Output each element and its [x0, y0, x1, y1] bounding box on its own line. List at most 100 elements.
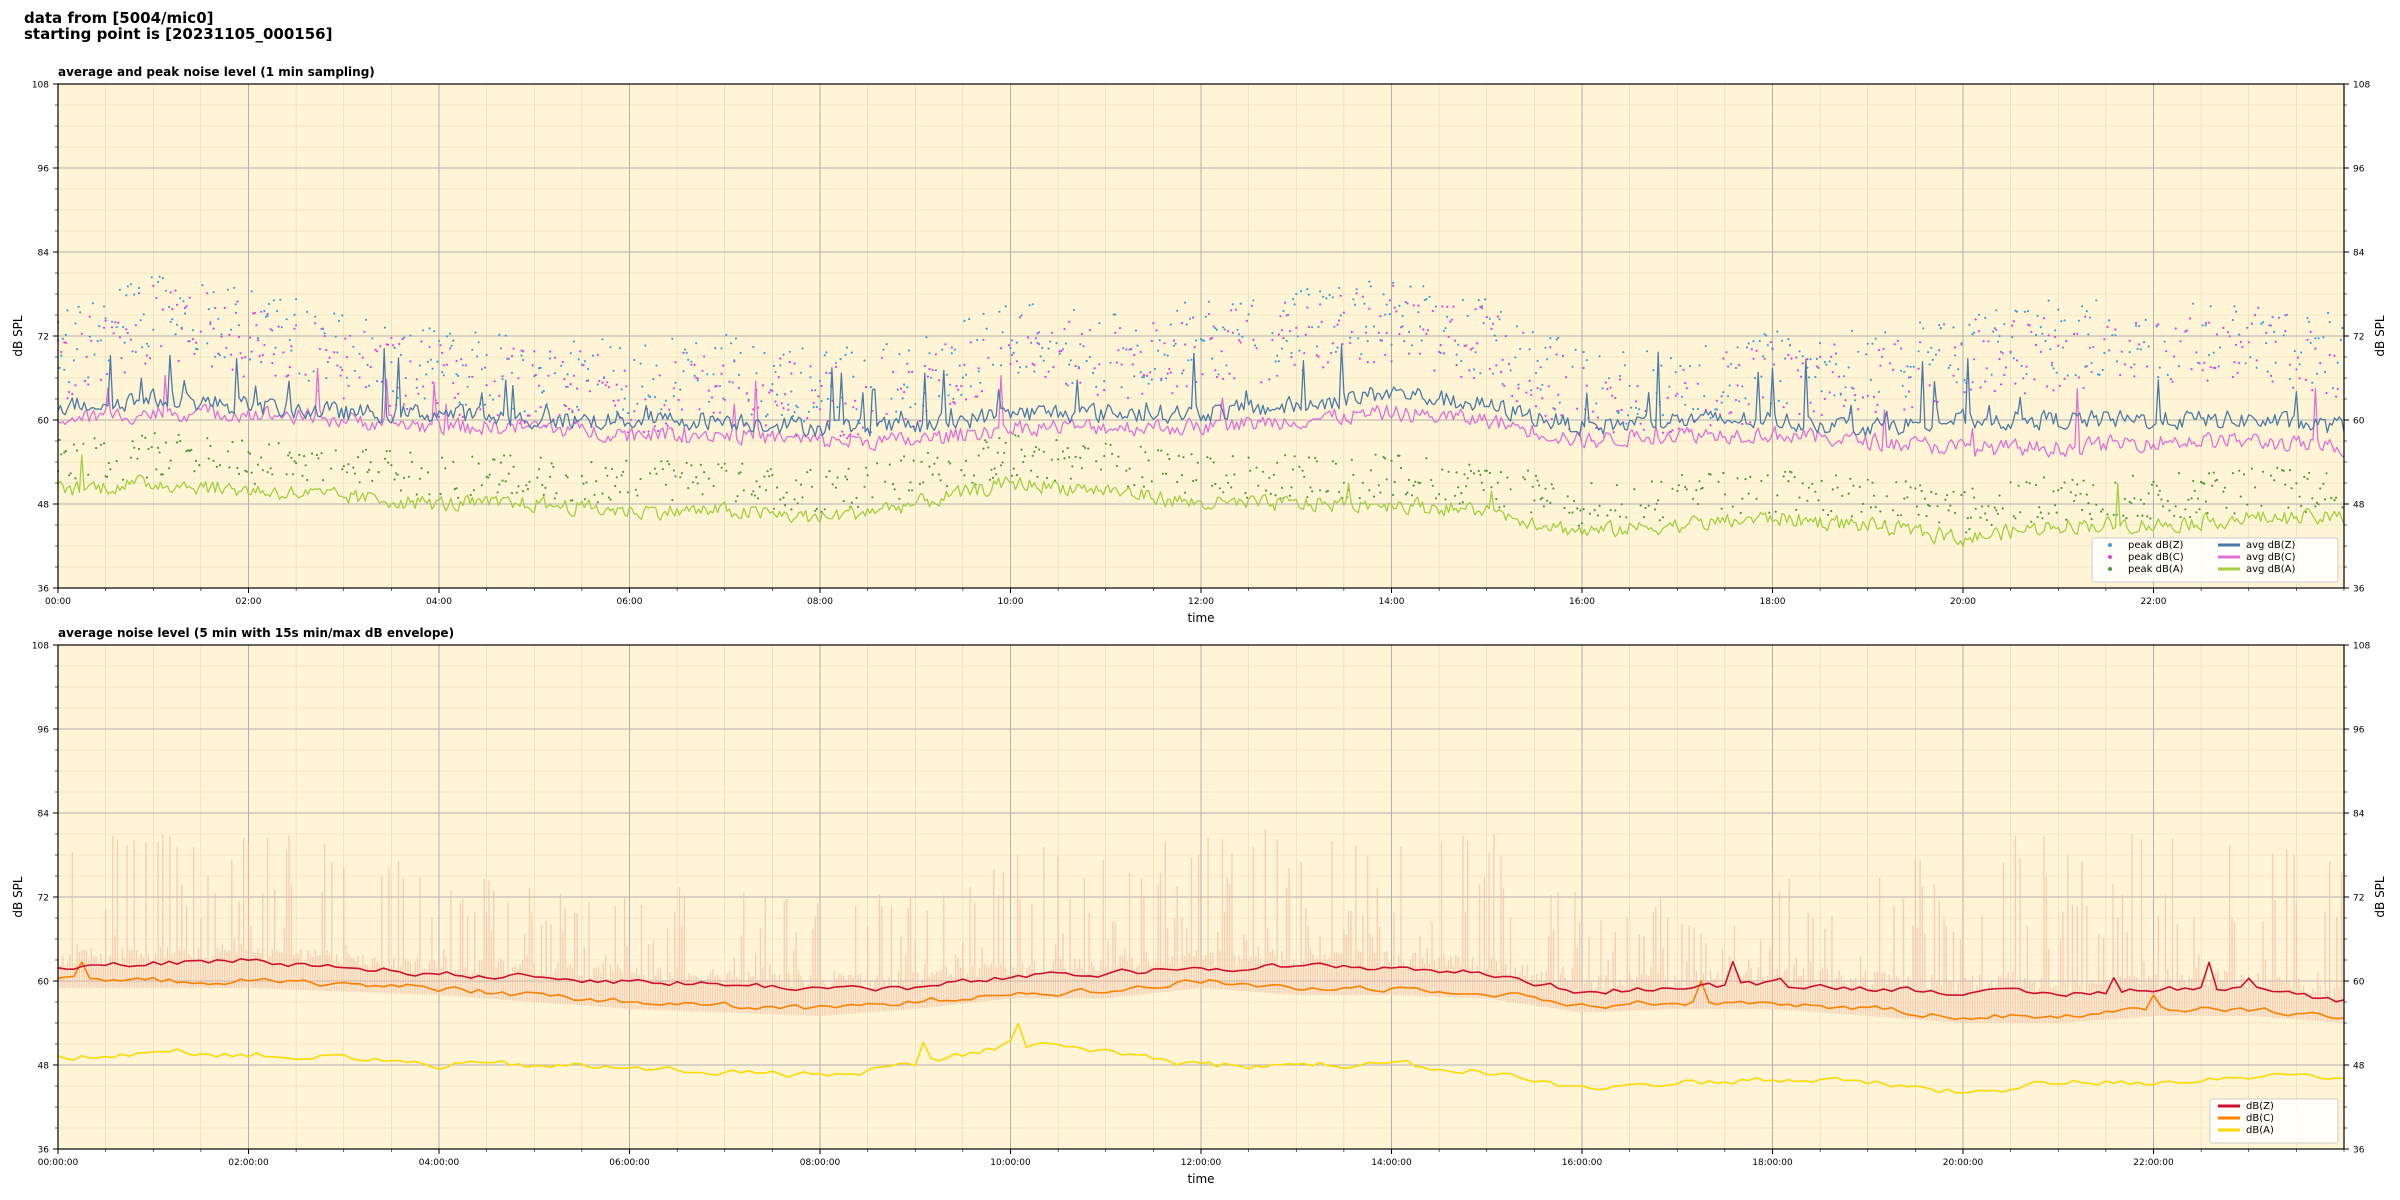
- peak-point: [1014, 434, 1017, 437]
- peak-point: [1314, 456, 1317, 460]
- peak-point: [1998, 334, 2001, 338]
- peak-point: [1176, 309, 1179, 312]
- peak-point: [1692, 497, 1695, 500]
- peak-point: [1996, 340, 1999, 343]
- peak-point: [187, 449, 190, 452]
- peak-point: [1954, 511, 1957, 515]
- peak-point: [123, 341, 126, 344]
- peak-point: [2212, 471, 2215, 474]
- peak-point: [1830, 509, 1833, 513]
- peak-point: [791, 415, 795, 418]
- peak-point: [764, 424, 768, 427]
- peak-point: [1582, 508, 1585, 511]
- peak-point: [1450, 318, 1453, 321]
- peak-point: [1779, 380, 1782, 383]
- peak-point: [1184, 343, 1187, 346]
- peak-point: [1793, 476, 1796, 479]
- peak-point: [1925, 515, 1928, 518]
- peak-point: [591, 354, 595, 357]
- peak-point: [1177, 454, 1180, 457]
- peak-point: [1604, 381, 1607, 384]
- peak-point: [2215, 478, 2219, 481]
- peak-point: [1434, 497, 1437, 500]
- peak-point: [1385, 331, 1388, 335]
- peak-point: [585, 481, 588, 484]
- peak-point: [1585, 359, 1588, 362]
- peak-point: [977, 367, 980, 370]
- peak-point: [333, 351, 336, 354]
- peak-point: [483, 403, 487, 406]
- peak-point: [2130, 366, 2133, 369]
- peak-point: [2044, 339, 2047, 342]
- peak-point: [2327, 311, 2330, 314]
- peak-point: [161, 308, 164, 311]
- peak-point: [1992, 330, 1995, 333]
- peak-point: [963, 363, 966, 367]
- peak-point: [2014, 517, 2017, 520]
- peak-point: [649, 395, 652, 399]
- peak-point: [850, 501, 853, 504]
- peak-point: [1225, 364, 1228, 367]
- peak-point: [2020, 364, 2023, 368]
- peak-point: [253, 482, 256, 485]
- peak-point: [1744, 478, 1747, 481]
- peak-point: [455, 359, 458, 363]
- peak-point: [1398, 454, 1401, 457]
- peak-point: [1136, 344, 1139, 347]
- peak-point: [857, 505, 860, 509]
- peak-point: [2108, 349, 2111, 352]
- peak-point: [109, 468, 112, 471]
- y-tick-label: 36: [38, 585, 50, 595]
- peak-point: [2050, 361, 2053, 364]
- peak-point: [90, 339, 93, 342]
- peak-point: [2125, 517, 2128, 520]
- peak-point: [117, 321, 120, 324]
- peak-point: [2241, 345, 2244, 349]
- peak-point: [957, 388, 960, 391]
- y-tick-label: 96: [38, 726, 50, 736]
- peak-point: [1766, 344, 1769, 347]
- peak-point: [1874, 505, 1877, 509]
- peak-point: [285, 318, 288, 321]
- peak-point: [2298, 363, 2301, 366]
- peak-point: [1866, 342, 1869, 345]
- y-tick-label-right: 36: [2353, 585, 2365, 595]
- peak-point: [1790, 357, 1793, 360]
- peak-point: [566, 385, 569, 388]
- peak-point: [433, 330, 436, 333]
- y-tick-label: 48: [38, 1062, 50, 1072]
- peak-point: [1044, 375, 1047, 378]
- peak-point: [766, 413, 769, 416]
- y-tick-label: 84: [38, 249, 50, 259]
- peak-point: [2295, 482, 2298, 485]
- peak-point: [1971, 381, 1974, 384]
- peak-point: [1823, 361, 1826, 364]
- peak-point: [1973, 331, 1976, 334]
- peak-point: [1952, 326, 1955, 329]
- peak-point: [2265, 331, 2268, 334]
- peak-point: [472, 489, 475, 492]
- peak-point: [1236, 328, 1239, 331]
- peak-point: [984, 439, 987, 442]
- peak-point: [1761, 355, 1765, 358]
- series-line: [57, 344, 2345, 437]
- peak-point: [1787, 353, 1790, 357]
- peak-point: [2092, 484, 2095, 487]
- peak-point: [969, 341, 972, 344]
- peak-point: [2036, 314, 2039, 317]
- peak-point: [1865, 353, 1868, 356]
- peak-point: [393, 346, 396, 349]
- peak-point: [542, 493, 545, 496]
- peak-point: [1384, 353, 1387, 356]
- peak-point: [936, 456, 939, 459]
- peak-point: [2260, 322, 2263, 325]
- peak-point: [1414, 480, 1417, 483]
- peak-point: [1696, 502, 1699, 506]
- peak-point: [1369, 469, 1372, 472]
- peak-point: [118, 336, 121, 339]
- x-tick-label: 02:00: [236, 597, 262, 607]
- peak-point: [1139, 371, 1142, 374]
- peak-point: [106, 372, 109, 376]
- y-tick-label: 60: [38, 417, 50, 427]
- peak-point: [253, 311, 256, 314]
